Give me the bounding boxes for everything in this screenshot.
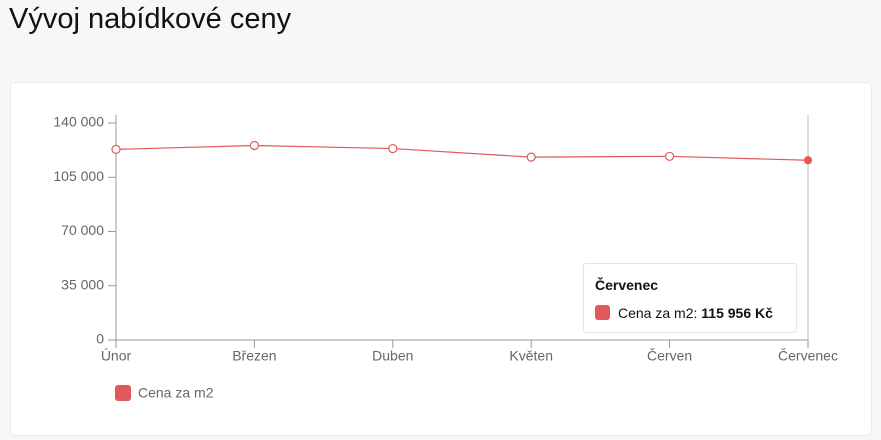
- tooltip-text: Cena za m2: 115 956 Kč: [618, 305, 773, 321]
- y-tick-label: 140 000: [53, 114, 104, 130]
- y-tick-label: 105 000: [53, 168, 104, 184]
- y-tick-label: 35 000: [61, 276, 104, 292]
- x-tick-label: Květen: [509, 348, 553, 364]
- tooltip-swatch: [595, 305, 610, 320]
- y-tick-label: 70 000: [61, 222, 104, 238]
- x-tick-label: Červenec: [778, 348, 838, 364]
- x-tick-label: Únor: [101, 348, 132, 364]
- y-tick-label: 0: [96, 331, 104, 347]
- legend-label: Cena za m2: [138, 385, 214, 401]
- page-title: Vývoj nabídkové ceny: [9, 3, 292, 35]
- data-point: [111, 144, 121, 154]
- x-tick-label: Březen: [232, 348, 276, 364]
- chart-card: [10, 82, 872, 436]
- x-tick-label: Červen: [647, 348, 692, 364]
- data-point: [526, 152, 536, 162]
- data-point: [803, 156, 813, 165]
- tooltip-value: 115 956 Kč: [701, 305, 773, 321]
- series-line: [115, 144, 809, 161]
- tooltip-label: Cena za m2:: [618, 305, 698, 321]
- legend-swatch: [115, 385, 131, 401]
- data-point: [388, 143, 398, 154]
- data-point: [249, 140, 259, 151]
- tooltip-title: Červenec: [595, 277, 659, 293]
- data-point: [664, 151, 675, 161]
- tooltip: Červenec Cena za m2: 115 956 Kč: [583, 263, 797, 333]
- x-tick-label: Duben: [372, 348, 413, 364]
